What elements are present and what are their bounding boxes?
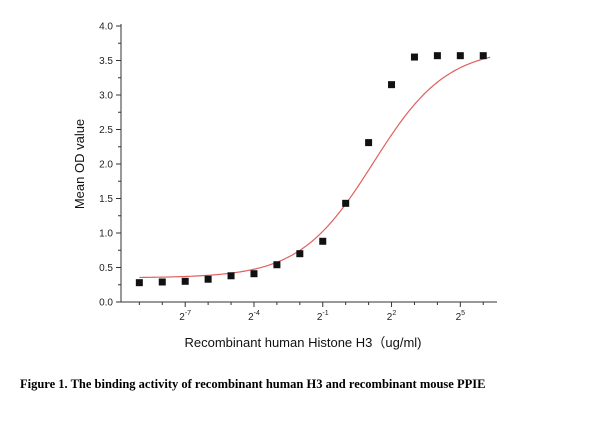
y-tick-label: 3.5 xyxy=(99,56,113,67)
x-tick-label: 22 xyxy=(387,310,397,323)
data-point xyxy=(228,272,235,279)
y-ticks: 0.0 0.5 1.0 1.5 2.0 2.5 3.0 3.5 4.0 xyxy=(99,22,121,309)
y-tick-label: 1.0 xyxy=(99,229,113,240)
data-point xyxy=(457,52,464,59)
fit-curve xyxy=(139,57,490,277)
x-tick-label: 2-7 xyxy=(179,310,191,323)
x-axis-title: Recombinant human Histone H3（ug/ml) xyxy=(185,335,422,350)
axes xyxy=(121,24,497,302)
data-point xyxy=(411,54,418,61)
data-point xyxy=(480,52,487,59)
data-point xyxy=(159,278,166,285)
y-tick-label: 1.5 xyxy=(99,194,113,205)
data-point xyxy=(319,238,326,245)
y-tick-label: 2.0 xyxy=(99,160,113,171)
x-tick-label: 2-4 xyxy=(248,310,260,323)
data-point xyxy=(273,261,280,268)
data-point xyxy=(296,250,303,257)
figure-caption: Figure 1. The binding activity of recomb… xyxy=(20,377,485,392)
x-tick-label: 2-1 xyxy=(317,310,329,323)
fit-curve-group xyxy=(139,57,490,277)
data-point xyxy=(365,139,372,146)
y-tick-label: 0.5 xyxy=(99,263,113,274)
x-tick-label: 25 xyxy=(456,310,466,323)
data-point xyxy=(136,279,143,286)
y-axis-title: Mean OD value xyxy=(72,119,87,209)
y-tick-label: 3.0 xyxy=(99,91,113,102)
y-tick-label: 4.0 xyxy=(99,22,113,33)
data-points xyxy=(136,52,487,286)
data-point xyxy=(250,270,257,277)
data-point xyxy=(205,276,212,283)
y-tick-label: 0.0 xyxy=(99,298,113,309)
data-point xyxy=(342,200,349,207)
y-tick-label: 2.5 xyxy=(99,125,113,136)
x-ticks: 2-7 2-4 2-1 22 25 xyxy=(139,302,483,323)
data-point xyxy=(434,52,441,59)
data-point xyxy=(388,81,395,88)
data-point xyxy=(182,278,189,285)
